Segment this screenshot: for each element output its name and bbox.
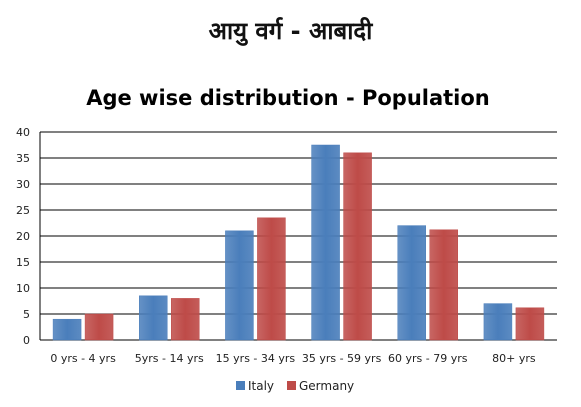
- y-tick-label: 30: [16, 178, 30, 191]
- y-tick-label: 15: [16, 256, 30, 269]
- y-axis-ticks: 0 5 10 15 20 25 30 35 40: [16, 126, 30, 347]
- y-tick-label: 5: [23, 308, 30, 321]
- y-tick-label: 0: [23, 334, 30, 347]
- bar-italy-0: [52, 318, 82, 341]
- y-tick-label: 40: [16, 126, 30, 139]
- chart-title: Age wise distribution - Population: [86, 86, 490, 110]
- x-tick-label: 5yrs - 14 yrs: [135, 352, 204, 365]
- x-tick-label: 60 yrs - 79 yrs: [388, 352, 468, 365]
- x-axis-ticks: 0 yrs - 4 yrs 5yrs - 14 yrs 15 yrs - 34 yr…: [50, 352, 536, 365]
- bar-italy-3: [311, 144, 340, 341]
- bar-germany-5: [515, 307, 545, 341]
- bar-germany-2: [257, 217, 286, 341]
- bar-chart: Age wise distribution - Population 0 5 10 1…: [16, 86, 557, 393]
- bar-germany-4: [429, 229, 458, 341]
- bar-italy-2: [225, 230, 254, 341]
- x-tick-label: 80+ yrs: [492, 352, 536, 365]
- legend-swatch-germany: [287, 381, 296, 390]
- y-tick-label: 25: [16, 204, 30, 217]
- bar-germany-0: [84, 313, 114, 341]
- y-tick-label: 35: [16, 152, 30, 165]
- bars: [52, 144, 545, 341]
- y-tick-label: 20: [16, 230, 30, 243]
- legend-swatch-italy: [236, 381, 245, 390]
- x-tick-label: 0 yrs - 4 yrs: [50, 352, 116, 365]
- x-tick-label: 15 yrs - 34 yrs: [216, 352, 296, 365]
- legend: Italy Germany: [236, 379, 354, 393]
- page-title: आयु वर्ग - आबादी: [208, 17, 373, 45]
- bar-italy-5: [483, 303, 513, 341]
- bar-germany-1: [171, 298, 200, 341]
- legend-label: Italy: [248, 379, 274, 393]
- gridlines: [39, 131, 557, 341]
- bar-italy-4: [397, 225, 426, 341]
- legend-label: Germany: [299, 379, 354, 393]
- y-tick-label: 10: [16, 282, 30, 295]
- x-tick-label: 35 yrs - 59 yrs: [302, 352, 382, 365]
- bar-italy-1: [139, 295, 168, 341]
- bar-germany-3: [343, 152, 372, 341]
